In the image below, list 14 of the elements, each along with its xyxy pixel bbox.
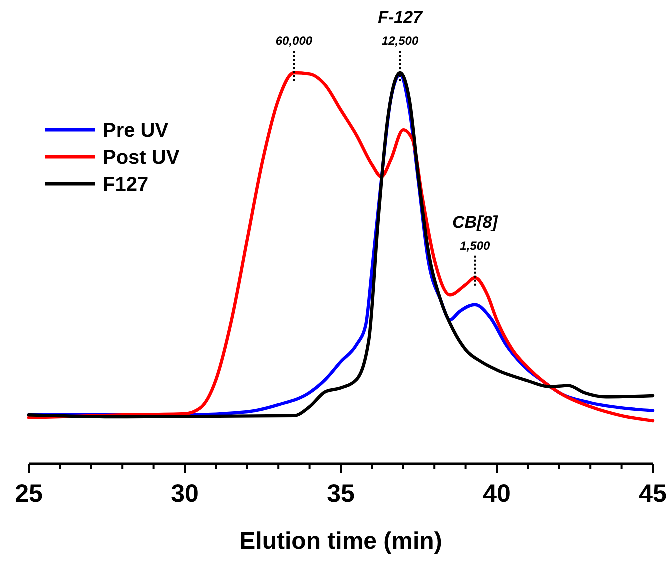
annotation: CB[8] [452, 212, 500, 232]
legend-label: Post UV [103, 147, 180, 169]
x-tick-label: 30 [171, 480, 199, 508]
legend-label: F127 [103, 174, 149, 196]
annotation: F-127 [378, 8, 424, 27]
annotation: 12,500 [382, 34, 419, 48]
x-tick-label: 25 [15, 480, 43, 508]
annotation: 1,500 [460, 238, 490, 253]
x-tick-label: 45 [639, 480, 667, 508]
legend-label: Pre UV [103, 120, 170, 142]
x-axis-title: Elution time (min) [240, 528, 442, 555]
x-tick-label: 35 [327, 480, 355, 508]
annotation: 60,000 [276, 34, 313, 48]
x-tick-label: 40 [483, 480, 511, 508]
